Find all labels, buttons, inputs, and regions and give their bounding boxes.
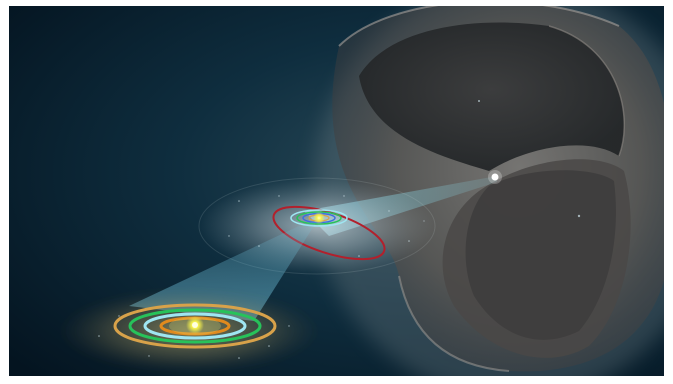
illustration-canvas: [9, 6, 664, 376]
sun-icon: [313, 212, 325, 224]
oort-cloud-illustration: [9, 6, 664, 376]
oort-cloud-shell: [332, 6, 664, 372]
star-particles: [98, 100, 581, 359]
inner-solar-system-closeup: [113, 303, 277, 349]
comet-dot-icon: [491, 173, 499, 181]
middle-orbit-system: [272, 205, 386, 261]
